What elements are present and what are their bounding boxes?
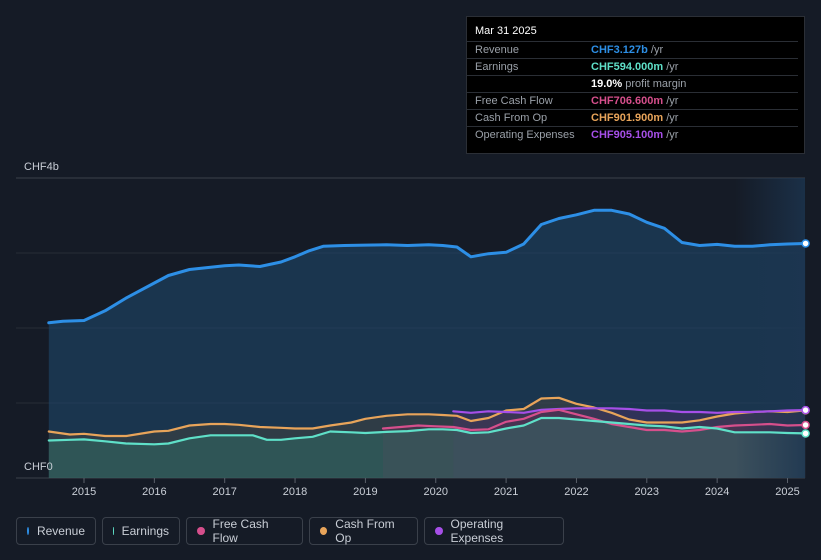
earnings-end-marker[interactable] [801, 429, 810, 438]
legend-dot-icon [435, 527, 443, 535]
legend-item-operating-expenses[interactable]: Operating Expenses [424, 517, 564, 545]
tooltip-row-value: CHF901.900m /yr [591, 112, 679, 124]
legend-dot-icon [113, 527, 114, 535]
tooltip-row-label: Earnings [475, 61, 519, 73]
x-tick-label: 2024 [705, 486, 729, 498]
tooltip-row-unit: /yr [650, 44, 664, 56]
tooltip-row: 19.0% profit margin [467, 75, 798, 92]
tooltip-row: Revenue CHF3.127b /yr [467, 41, 798, 58]
x-tick-label: 2015 [72, 486, 96, 498]
legend-label: Cash From Op [335, 517, 395, 545]
tooltip-row-value: CHF594.000m /yr [591, 61, 679, 73]
free-cash-flow-end-marker[interactable] [801, 420, 810, 430]
tooltip-row-unit: /yr [666, 95, 679, 107]
operating-expenses-line [452, 407, 807, 414]
tooltip-date: Mar 31 2025 [475, 25, 537, 37]
revenue-area [48, 210, 806, 479]
tooltip-row: Operating Expenses CHF905.100m /yr [467, 126, 798, 143]
legend-item-free-cash-flow[interactable]: Free Cash Flow [186, 517, 303, 545]
legend-label: Operating Expenses [450, 517, 504, 545]
tooltip-row-label: Operating Expenses [475, 129, 575, 141]
tooltip-row-label: Revenue [475, 44, 520, 56]
legend-dot-icon [197, 527, 205, 535]
data-tooltip: Mar 31 2025 Revenue CHF3.127b /yr Earnings… [466, 16, 805, 154]
earnings-area [48, 418, 806, 478]
x-tick-label: 2025 [775, 486, 799, 498]
x-tick-label: 2016 [142, 486, 166, 498]
legend-item-revenue[interactable]: Revenue [16, 517, 96, 545]
tooltip-row: Earnings CHF594.000m /yr [467, 58, 798, 75]
tooltip-row-label: Cash From Op [475, 112, 548, 124]
tooltip-row-value: 19.0% profit margin [591, 78, 687, 90]
cash-from-op-line [47, 396, 807, 438]
tooltip-row: Free Cash Flow CHF706.600m /yr [467, 92, 798, 109]
legend-item-cash-from-op[interactable]: Cash From Op [309, 517, 418, 545]
legend-item-earnings[interactable]: Earnings [102, 517, 180, 545]
legend-dot-icon [320, 527, 328, 535]
y-axis-bottom-label: CHF0 [24, 461, 53, 473]
revenue-line [47, 208, 807, 325]
earnings-line [47, 416, 807, 446]
recent-period-highlight [734, 178, 805, 478]
x-tick-label: 2019 [353, 486, 377, 498]
legend-label: Revenue [36, 524, 85, 538]
series-areas [48, 210, 806, 479]
tooltip-row-unit: /yr [666, 61, 679, 73]
x-axis: 2015 2016 2017 2018 2019 2020 2021 2022 2023 2024… [72, 478, 800, 498]
series-lines [47, 208, 807, 446]
tooltip-row-value: CHF706.600m /yr [591, 95, 679, 107]
x-tick-label: 2020 [424, 486, 448, 498]
tooltip-row-unit: /yr [666, 129, 679, 141]
free-cash-flow-line [381, 408, 807, 433]
x-tick-label: 2017 [212, 486, 236, 498]
tooltip-row-unit: profit margin [625, 78, 687, 90]
tooltip-row-value: CHF3.127b /yr [591, 44, 664, 56]
x-tick-label: 2018 [283, 486, 307, 498]
revenue-end-marker[interactable] [801, 239, 810, 248]
legend-label: Earnings [121, 524, 169, 538]
tooltip-row-label: Free Cash Flow [475, 95, 553, 107]
series-end-markers [801, 239, 810, 438]
tooltip-row: Cash From Op CHF901.900m /yr [467, 109, 798, 126]
operating-expenses-end-marker[interactable] [801, 405, 810, 415]
x-tick-label: 2022 [564, 486, 588, 498]
x-tick-label: 2021 [494, 486, 518, 498]
legend-label: Free Cash Flow [212, 517, 269, 545]
y-axis-top-label: CHF4b [24, 161, 59, 173]
tooltip-row-value: CHF905.100m /yr [591, 129, 679, 141]
tooltip-row-unit: /yr [666, 112, 679, 124]
x-tick-label: 2023 [635, 486, 659, 498]
legend-dot-icon [27, 527, 29, 535]
